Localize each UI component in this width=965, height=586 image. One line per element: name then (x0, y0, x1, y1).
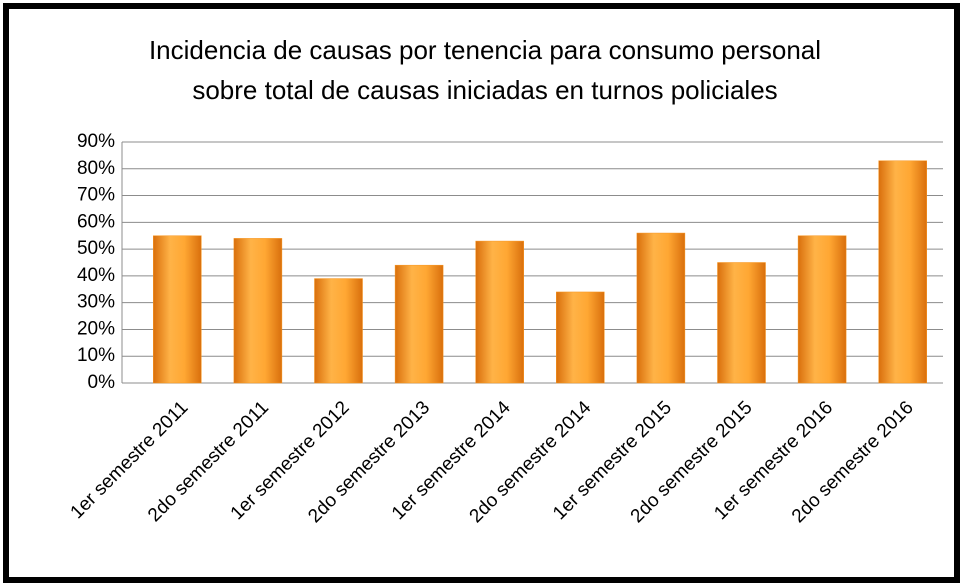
y-tick-label: 50% (77, 238, 115, 259)
y-tick-label: 80% (77, 158, 115, 179)
bar (314, 278, 363, 384)
bar (233, 238, 283, 384)
chart-title: Incidencia de causas por tenencia para c… (149, 35, 821, 65)
bar (153, 235, 202, 384)
bar (556, 291, 605, 384)
bar (797, 235, 847, 384)
bar (636, 232, 686, 384)
chart-title: sobre total de causas iniciadas en turno… (192, 75, 777, 105)
y-tick-label: 30% (77, 292, 115, 313)
y-tick-label: 70% (77, 185, 115, 206)
bar (878, 160, 927, 384)
y-tick-label: 60% (77, 211, 115, 232)
y-tick-label: 90% (77, 131, 115, 152)
bar (717, 262, 766, 384)
y-tick-label: 20% (77, 318, 115, 339)
y-tick-label: 40% (77, 265, 115, 286)
y-tick-label: 0% (88, 372, 116, 393)
bar (475, 240, 524, 384)
bar (394, 264, 444, 384)
y-tick-label: 10% (77, 345, 115, 366)
